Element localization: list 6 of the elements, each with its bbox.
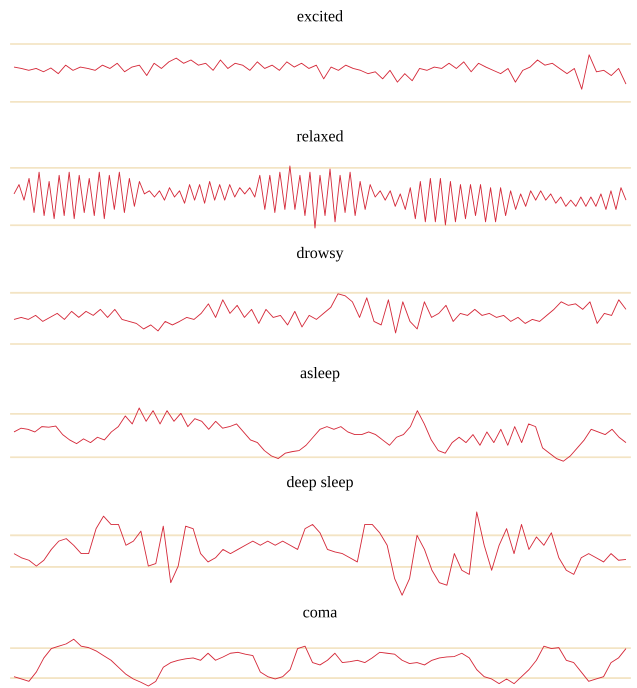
chart-title: coma: [303, 610, 338, 618]
chart-title: deep sleep: [287, 476, 353, 490]
chart-title: relaxed: [296, 130, 344, 142]
chart-title: asleep: [300, 366, 340, 382]
chart-title: excited: [298, 10, 343, 22]
chart-title: drowsy: [297, 246, 344, 262]
